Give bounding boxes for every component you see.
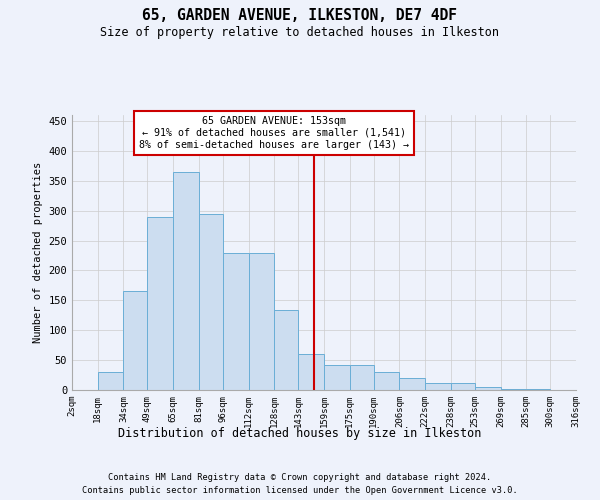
Bar: [248, 252, 274, 390]
Bar: [425, 384, 451, 390]
Bar: [298, 354, 324, 390]
Text: Distribution of detached houses by size in Ilkeston: Distribution of detached houses by size …: [118, 428, 482, 440]
Text: 65, GARDEN AVENUE, ILKESTON, DE7 4DF: 65, GARDEN AVENUE, ILKESTON, DE7 4DF: [143, 8, 458, 22]
Text: 65 GARDEN AVENUE: 153sqm
← 91% of detached houses are smaller (1,541)
8% of semi: 65 GARDEN AVENUE: 153sqm ← 91% of detach…: [139, 116, 409, 150]
Bar: [400, 378, 425, 390]
Bar: [223, 252, 248, 390]
Text: Size of property relative to detached houses in Ilkeston: Size of property relative to detached ho…: [101, 26, 499, 39]
Bar: [350, 365, 374, 390]
Text: Contains public sector information licensed under the Open Government Licence v3: Contains public sector information licen…: [82, 486, 518, 495]
Bar: [124, 292, 148, 390]
Bar: [526, 389, 550, 390]
Bar: [148, 216, 173, 390]
Bar: [451, 384, 475, 390]
Bar: [199, 214, 223, 390]
Bar: [173, 172, 199, 390]
Bar: [98, 372, 124, 390]
Bar: [274, 310, 298, 390]
Text: Contains HM Land Registry data © Crown copyright and database right 2024.: Contains HM Land Registry data © Crown c…: [109, 472, 491, 482]
Bar: [324, 365, 350, 390]
Bar: [374, 372, 400, 390]
Y-axis label: Number of detached properties: Number of detached properties: [33, 162, 43, 343]
Bar: [500, 389, 526, 390]
Bar: [475, 387, 500, 390]
